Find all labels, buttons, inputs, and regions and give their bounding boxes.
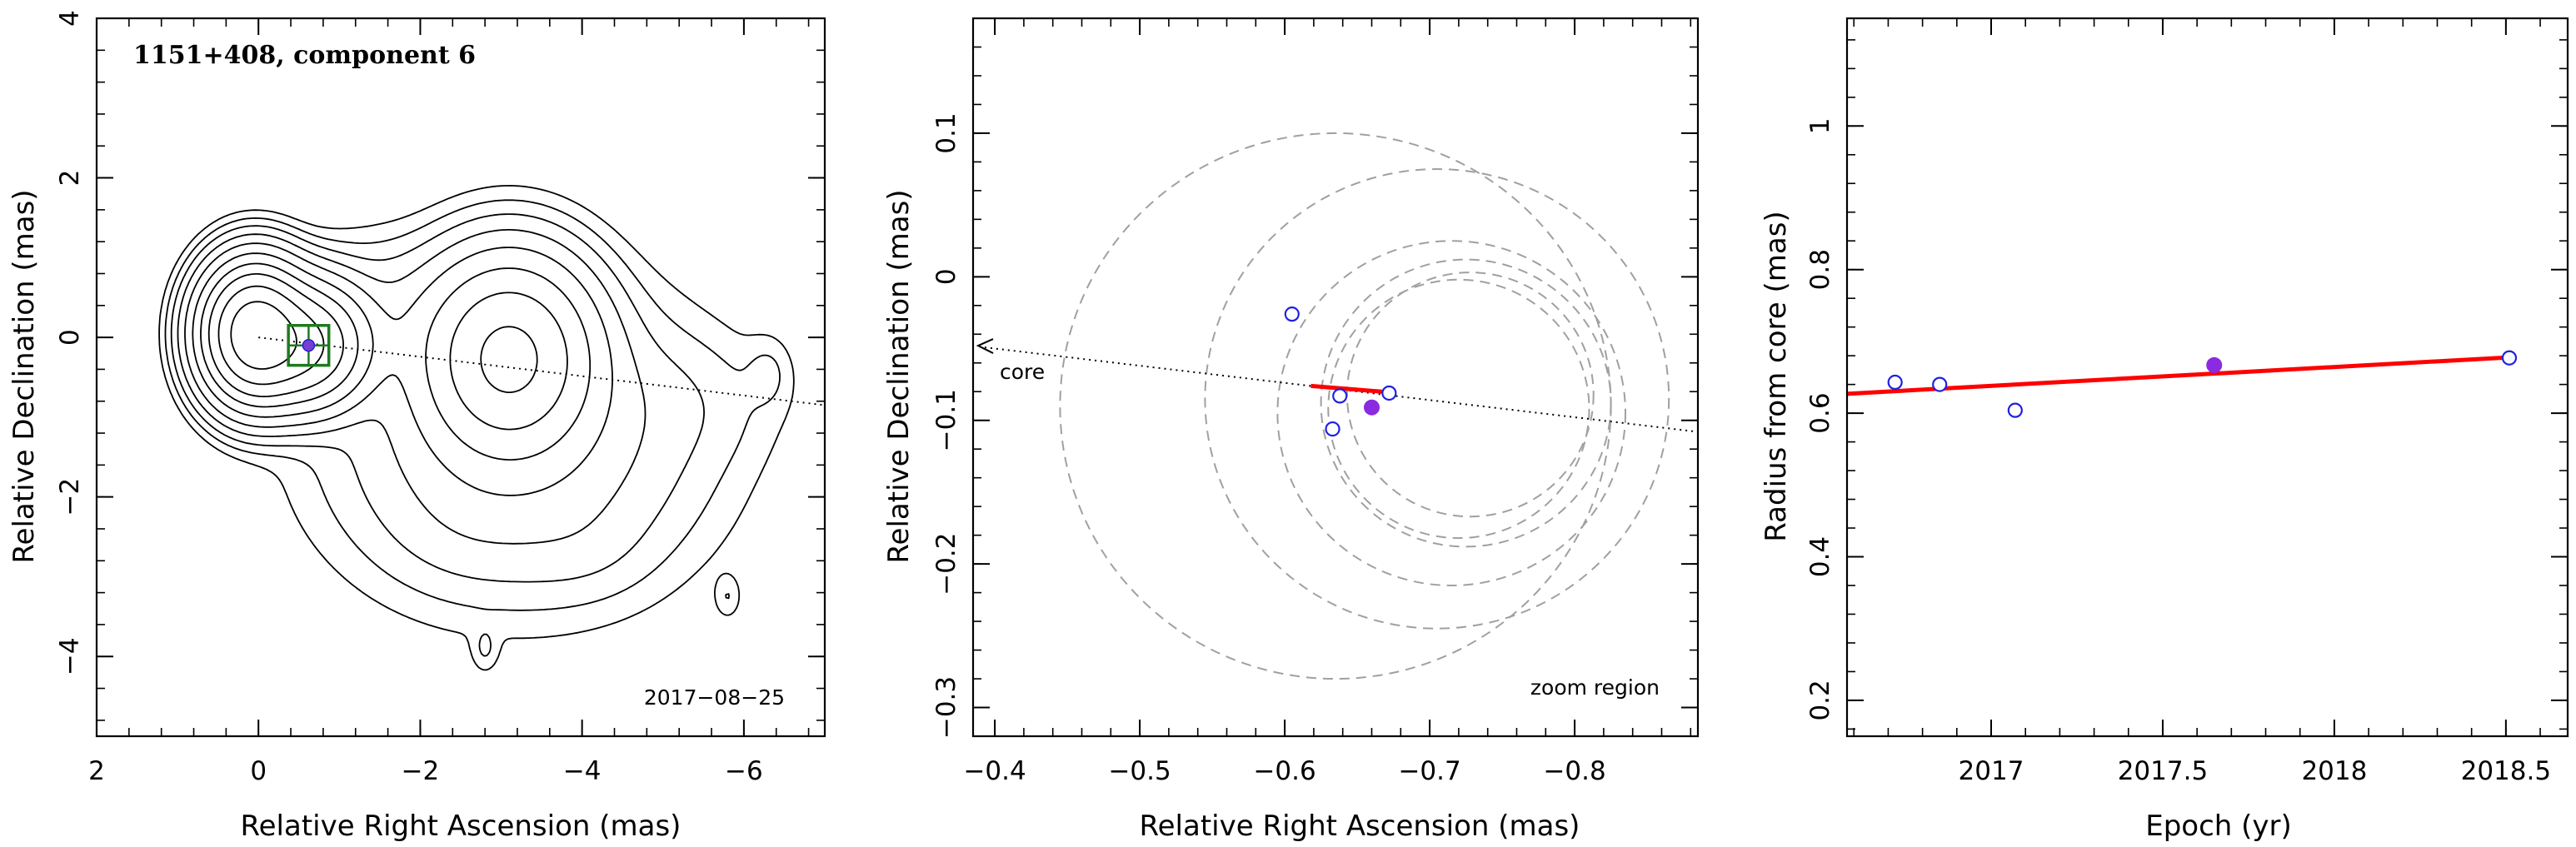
radius-point (1932, 376, 1948, 392)
error-circle (1276, 240, 1626, 586)
zoom-x-axis-title: Relative Right Ascension (mas) (1140, 810, 1580, 843)
radius-point (2501, 350, 2518, 366)
radius-frame (1845, 17, 2569, 738)
contour-map-y-tick-label: −2 (55, 478, 85, 516)
zoom-frame (971, 17, 1700, 738)
radius-epoch-marks (1846, 350, 2518, 418)
radius-y-tick-label: 1 (1805, 117, 1835, 134)
contour-level (170, 213, 705, 583)
contour-level (184, 242, 613, 496)
zoom-y-tick-label: −0.3 (931, 676, 961, 739)
contour-map-x-axis-title: Relative Right Ascension (mas) (241, 810, 681, 843)
component-marker (302, 338, 316, 352)
zoom-x-tick-label: −0.7 (1398, 756, 1460, 786)
radius-epoch-panel: 2017 2017.5 2018 2018.5 0.2 0.4 0.6 0.8 1 Epoch … (1760, 17, 2569, 843)
contour-level (207, 273, 538, 397)
contour-map-x-tick-label: −6 (725, 756, 763, 786)
position-point (1381, 385, 1397, 401)
contour-level (192, 252, 592, 461)
contour-map-panel: 2 0 −2 −4 −6 −4 −2 0 2 4 1151+408, component 6 20… (7, 10, 826, 843)
core-arrowhead (976, 338, 994, 354)
zoom-y-tick-label: 0.1 (931, 112, 961, 153)
contour-map-y-tick-label: 4 (55, 10, 85, 27)
radius-y-tick-label: 0.8 (1805, 249, 1835, 290)
current-epoch-point (1364, 399, 1380, 416)
zoom-panel: −0.4 −0.5 −0.6 −0.7 −0.8 −0.3 −0.2 −0.1 0 0.1 cor… (882, 17, 1700, 843)
contour-map-axes: 2 0 −2 −4 −6 −4 −2 0 2 4 (55, 10, 826, 786)
error-circle (1320, 258, 1612, 548)
radius-x-tick-label: 2017.5 (2118, 756, 2208, 786)
error-circle (1327, 278, 1590, 540)
contour-map-y-tick-label: −4 (55, 637, 85, 675)
radius-x-tick-label: 2018 (2301, 756, 2367, 786)
radius-y-tick-label: 0.4 (1805, 536, 1835, 577)
contour-map-y-tick-label: 0 (55, 329, 85, 346)
radius-x-tick-label: 2017 (1959, 756, 2024, 786)
contour-level (200, 262, 568, 431)
contour-map-y-axis-title: Relative Declination (mas) (7, 189, 41, 563)
zoom-y-tick-label: 0 (931, 268, 961, 285)
contour-map-title: 1151+408, component 6 (133, 41, 476, 70)
zoom-region-label: zoom region (1530, 675, 1660, 700)
contour-level (164, 199, 781, 657)
contour-lines (158, 185, 795, 671)
position-point (1332, 388, 1348, 404)
contour-map-frame (95, 17, 826, 738)
radius-current-point (2206, 356, 2223, 373)
contour-map-x-tick-label: 2 (88, 756, 105, 786)
error-circles (1059, 132, 1670, 680)
radius-y-axis-title: Radius from core (mas) (1760, 211, 1793, 541)
zoom-axes: −0.4 −0.5 −0.6 −0.7 −0.8 −0.3 −0.2 −0.1 0 0.1 (931, 17, 1700, 786)
contour-map-x-tick-label: 0 (250, 756, 267, 786)
zoom-y-axis-title: Relative Declination (mas) (882, 189, 916, 563)
epoch-date-label: 2017−08−25 (644, 685, 785, 710)
zoom-marks (976, 306, 1699, 437)
radius-y-tick-label: 0.6 (1805, 392, 1835, 433)
zoom-x-tick-label: −0.8 (1543, 756, 1605, 786)
zoom-x-tick-label: −0.6 (1253, 756, 1315, 786)
radius-epoch-axes: 2017 2017.5 2018 2018.5 0.2 0.4 0.6 0.8 1 (1805, 17, 2569, 786)
contour-map-x-tick-label: −2 (402, 756, 440, 786)
zoom-y-tick-label: −0.2 (931, 532, 961, 595)
fit-line (1310, 383, 1382, 394)
contour-level (230, 301, 297, 370)
radius-x-tick-label: 2018.5 (2461, 756, 2551, 786)
contour-map-x-tick-label: −4 (563, 756, 602, 786)
zoom-y-tick-label: −0.1 (931, 389, 961, 451)
contour-level (158, 185, 795, 671)
radius-point (1887, 374, 1903, 391)
radius-y-tick-label: 0.2 (1805, 680, 1835, 720)
core-label: core (1000, 360, 1045, 384)
position-point (1325, 421, 1340, 437)
position-point (1284, 306, 1300, 322)
contour-level (177, 229, 646, 545)
radius-point (2007, 402, 2023, 418)
zoom-x-tick-label: −0.5 (1108, 756, 1171, 786)
contour-map-y-tick-label: 2 (55, 170, 85, 187)
error-circle (1204, 168, 1670, 630)
radius-fit-line (1846, 355, 2514, 396)
radius-x-axis-title: Epoch (yr) (2145, 810, 2292, 843)
contour-overlay (258, 323, 826, 406)
zoom-x-tick-label: −0.4 (963, 756, 1026, 786)
